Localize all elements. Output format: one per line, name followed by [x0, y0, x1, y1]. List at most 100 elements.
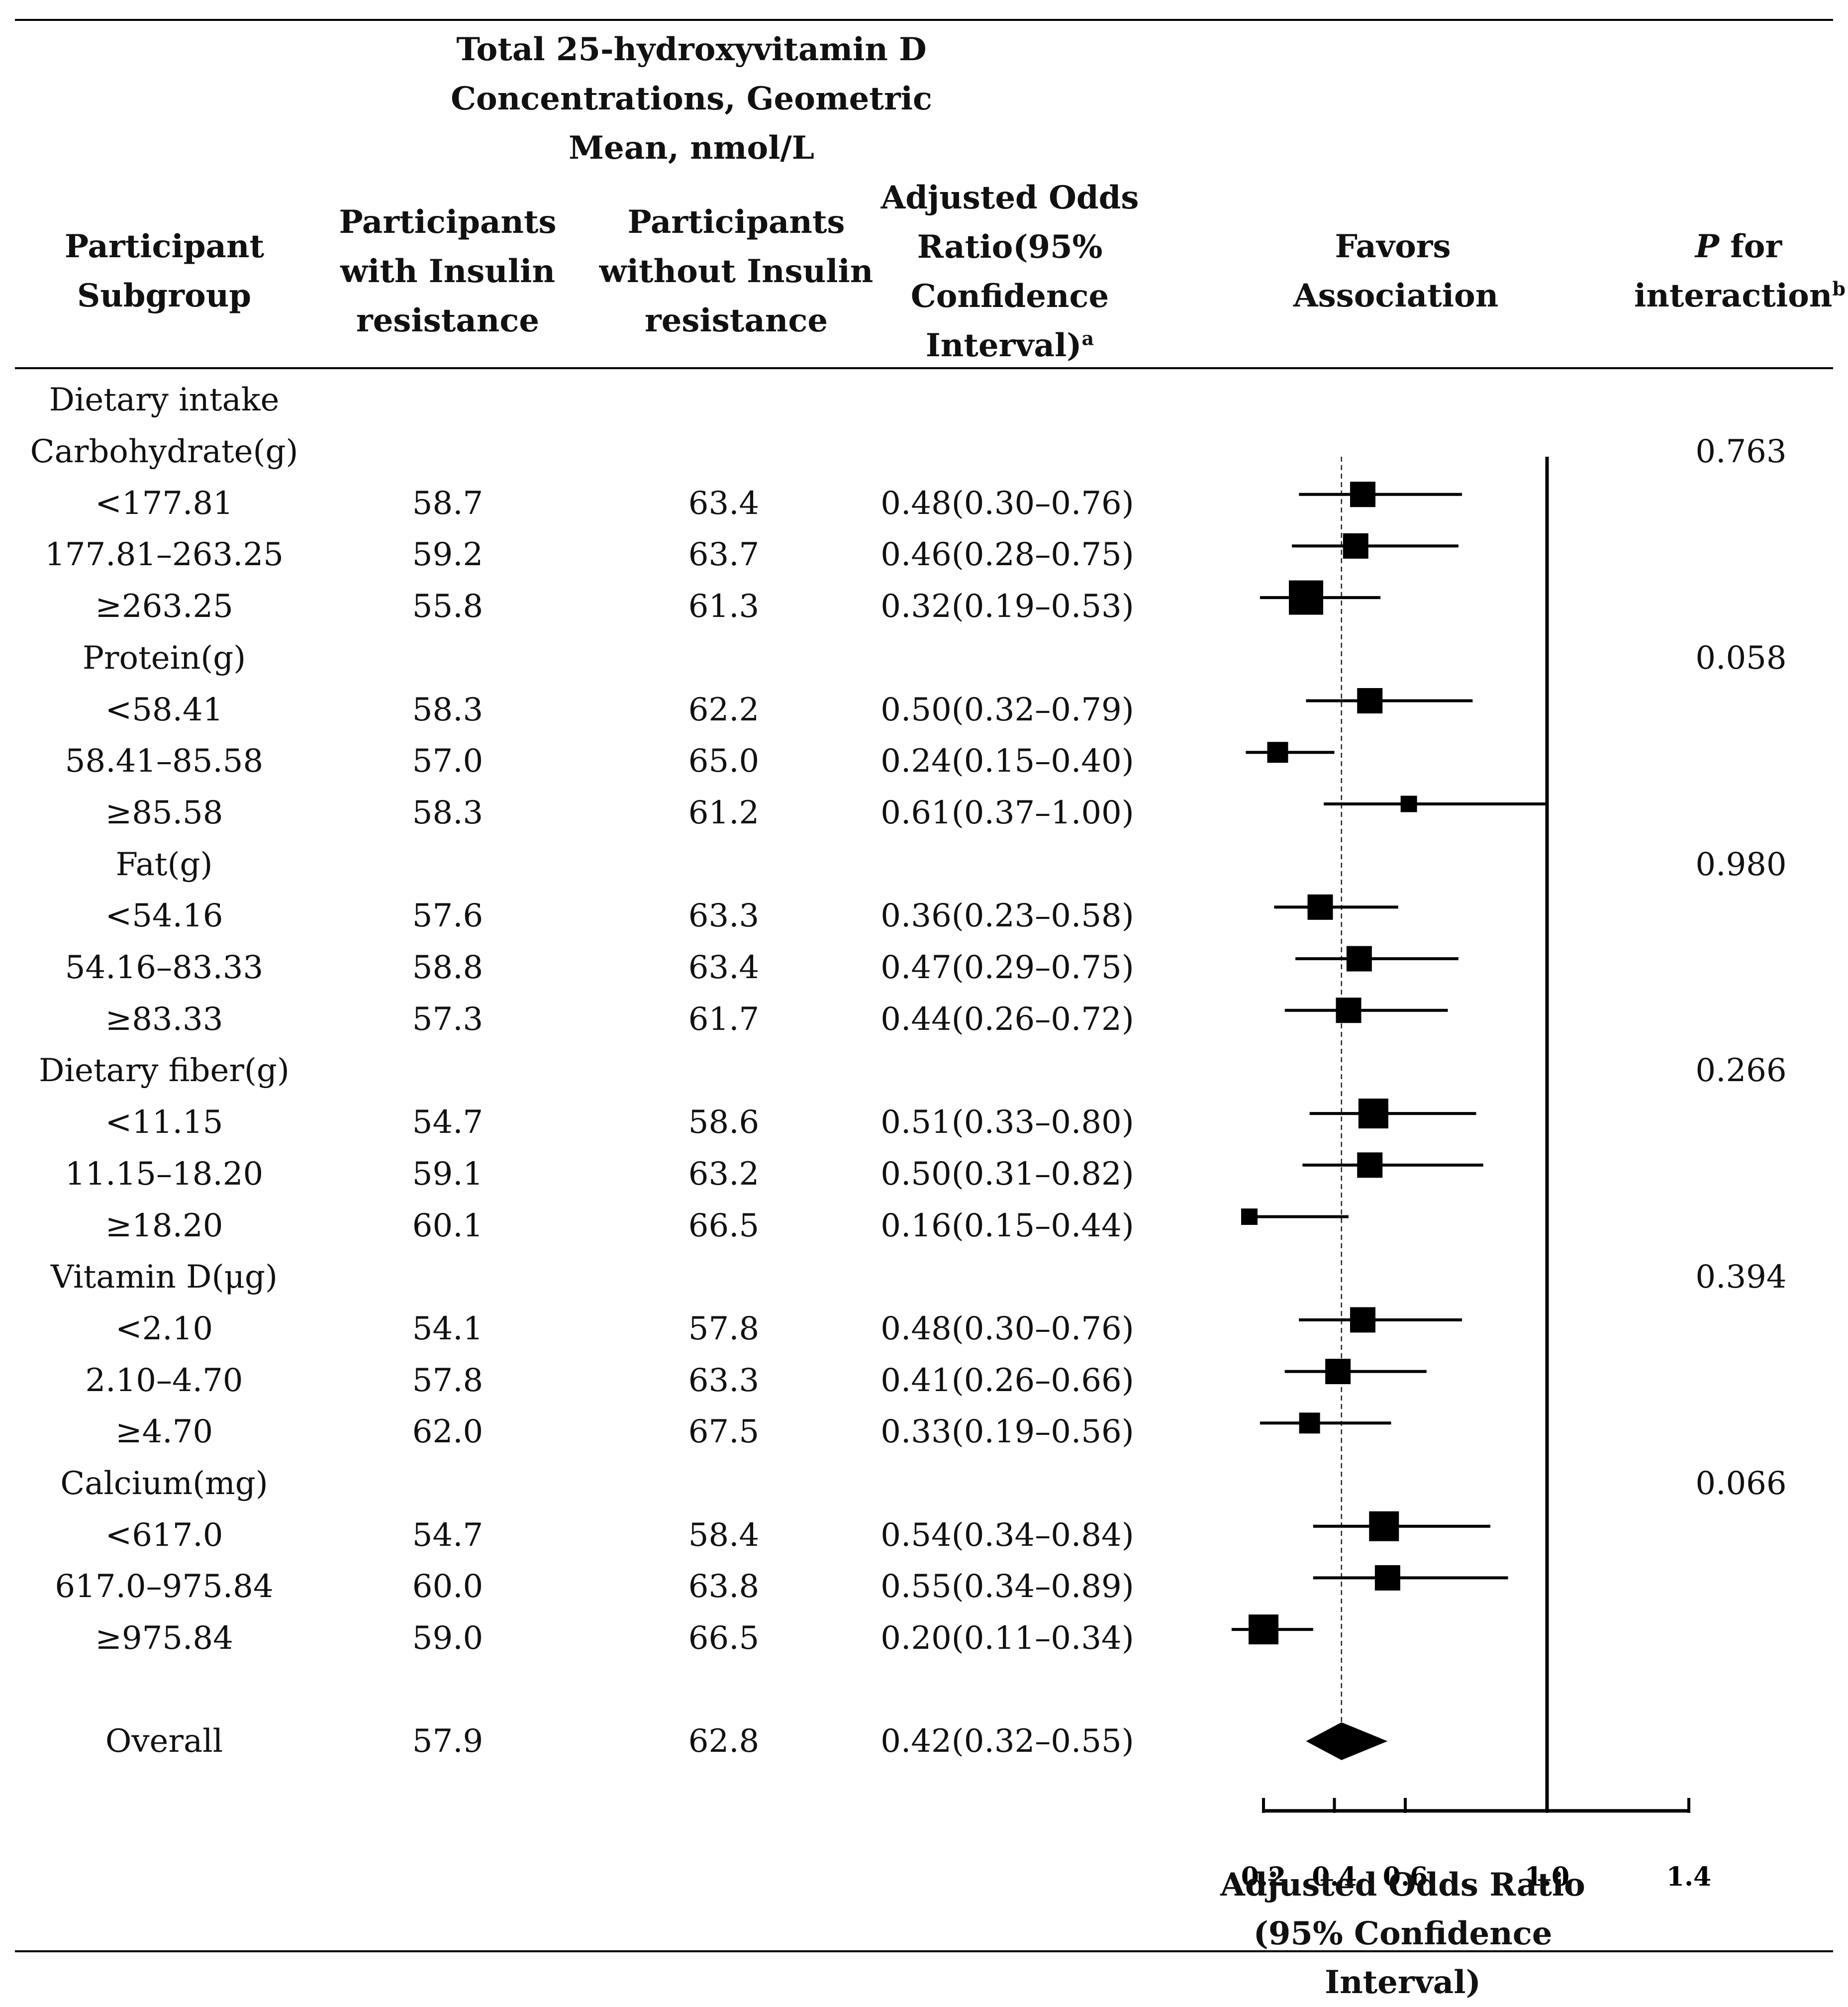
category-label: ≥975.84	[95, 1620, 233, 1657]
with-ir-value: 54.1	[412, 1310, 484, 1347]
category-label: <58.41	[105, 691, 223, 728]
footnote-b: b	[1832, 277, 1846, 300]
category-label: 11.15–18.20	[65, 1155, 264, 1193]
without-ir-value: 63.2	[688, 1155, 760, 1193]
category-label: <11.15	[105, 1104, 223, 1141]
x-axis-title: Adjusted Odds Ratio (95% Confidence Inte…	[1220, 1866, 1585, 2001]
section-label: Dietary intake	[49, 382, 280, 418]
with-ir-value: 57.8	[412, 1362, 484, 1399]
without-ir-value: 61.2	[688, 794, 760, 831]
without-ir-value: 58.4	[688, 1516, 760, 1554]
or-ci-text: 0.61(0.37–1.00)	[880, 794, 1134, 831]
x-tick-label: 0.2	[1241, 1862, 1286, 1892]
or-ci-text: 0.42(0.32–0.55)	[880, 1722, 1134, 1760]
header-or-ci: Adjusted Odds Ratio(95% Confidence Inter…	[880, 179, 1139, 364]
estimate-marker	[1358, 1099, 1388, 1129]
without-ir-value: 66.5	[688, 1620, 760, 1657]
or-ci-text: 0.44(0.26–0.72)	[880, 1001, 1134, 1038]
header-rule	[15, 367, 1833, 369]
p-interaction-value: 0.266	[1695, 1052, 1787, 1090]
with-ir-value: 59.1	[412, 1155, 484, 1193]
with-ir-value: 57.3	[412, 1001, 484, 1038]
estimate-marker	[1241, 1208, 1258, 1225]
or-ci-text: 0.55(0.34–0.89)	[880, 1568, 1134, 1606]
with-ir-value: 60.1	[412, 1207, 484, 1244]
estimate-marker	[1374, 1565, 1400, 1591]
subgroup-title: Calcium(mg)	[60, 1465, 268, 1502]
p-interaction-value: 0.394	[1695, 1259, 1787, 1296]
x-tick-label: 0.6	[1383, 1862, 1428, 1892]
without-ir-value: 58.6	[688, 1104, 760, 1141]
category-label: ≥263.25	[95, 588, 233, 625]
subgroup-title: Carbohydrate(g)	[30, 433, 298, 470]
without-ir-value: 57.8	[688, 1310, 760, 1347]
with-ir-value: 57.9	[412, 1722, 484, 1760]
category-label: 2.10–4.70	[85, 1362, 243, 1399]
category-label: 58.41–85.58	[65, 743, 264, 780]
estimate-marker	[1307, 894, 1333, 920]
estimate-marker	[1357, 688, 1383, 713]
x-tick-label: 0.4	[1312, 1862, 1357, 1892]
without-ir-value: 61.7	[688, 1001, 760, 1038]
with-ir-value: 54.7	[412, 1104, 484, 1141]
x-tick-label: 1.0	[1525, 1862, 1569, 1892]
subgroup-title: Fat(g)	[115, 846, 213, 883]
or-ci-text: 0.16(0.15–0.44)	[880, 1207, 1134, 1244]
p-interaction-value: 0.066	[1695, 1465, 1787, 1502]
subgroup-title: Vitamin D(μg)	[51, 1259, 278, 1296]
with-ir-value: 60.0	[412, 1568, 484, 1606]
or-ci-text: 0.41(0.26–0.66)	[880, 1362, 1134, 1399]
category-label: <177.81	[95, 485, 233, 522]
or-ci-text: 0.47(0.29–0.75)	[880, 949, 1134, 986]
category-label: 617.0–975.84	[55, 1568, 274, 1606]
with-ir-value: 54.7	[412, 1516, 484, 1554]
x-tick-label: 1.4	[1666, 1862, 1711, 1892]
without-ir-value: 62.8	[688, 1722, 760, 1760]
estimate-marker	[1350, 1307, 1375, 1333]
with-ir-value: 57.6	[412, 898, 484, 935]
without-ir-value: 63.4	[688, 949, 760, 986]
or-ci-text: 0.32(0.19–0.53)	[880, 588, 1134, 625]
category-label: ≥83.33	[105, 1001, 223, 1038]
estimate-marker	[1350, 482, 1375, 507]
category-label: 177.81–263.25	[45, 536, 284, 574]
estimate-marker	[1369, 1511, 1399, 1541]
with-ir-value: 58.3	[412, 794, 484, 831]
without-ir-value: 67.5	[688, 1413, 760, 1451]
header-group-title: Total 25-hydroxyvitamin D Concentrations…	[451, 31, 932, 167]
or-ci-text: 0.46(0.28–0.75)	[880, 536, 1134, 574]
estimate-marker	[1346, 946, 1372, 972]
without-ir-value: 63.8	[688, 1568, 760, 1606]
p-interaction-value: 0.763	[1695, 433, 1787, 470]
or-ci-text: 0.33(0.19–0.56)	[880, 1413, 1134, 1451]
with-ir-value: 58.3	[412, 691, 484, 728]
without-ir-value: 63.7	[688, 536, 760, 574]
category-label: ≥18.20	[105, 1207, 223, 1244]
with-ir-value: 58.7	[412, 485, 484, 522]
category-label: <54.16	[105, 898, 223, 935]
header-with-ir: Participants with Insulin resistance	[339, 203, 557, 339]
footnote-a: a	[1081, 327, 1094, 350]
with-ir-value: 59.0	[412, 1620, 484, 1657]
subgroup-title: Dietary fiber(g)	[39, 1052, 290, 1090]
top-rule	[15, 19, 1833, 21]
category-label: ≥4.70	[115, 1413, 213, 1451]
bottom-rule	[15, 1950, 1833, 1952]
header-favors: Favors Association	[1293, 228, 1499, 314]
p-interaction-value: 0.980	[1695, 846, 1787, 883]
with-ir-value: 57.0	[412, 743, 484, 780]
estimate-marker	[1299, 1412, 1320, 1434]
estimate-marker	[1357, 1152, 1383, 1178]
without-ir-value: 63.3	[688, 898, 760, 935]
without-ir-value: 65.0	[688, 743, 760, 780]
with-ir-value: 62.0	[412, 1413, 484, 1451]
category-label: <617.0	[105, 1516, 223, 1554]
p-interaction-value: 0.058	[1695, 639, 1787, 677]
overall-label: Overall	[105, 1722, 223, 1760]
estimate-marker	[1336, 998, 1362, 1023]
estimate-marker	[1289, 580, 1323, 615]
category-label: ≥85.58	[105, 794, 223, 831]
or-ci-text: 0.48(0.30–0.76)	[880, 485, 1134, 522]
or-ci-text: 0.24(0.15–0.40)	[880, 743, 1134, 780]
